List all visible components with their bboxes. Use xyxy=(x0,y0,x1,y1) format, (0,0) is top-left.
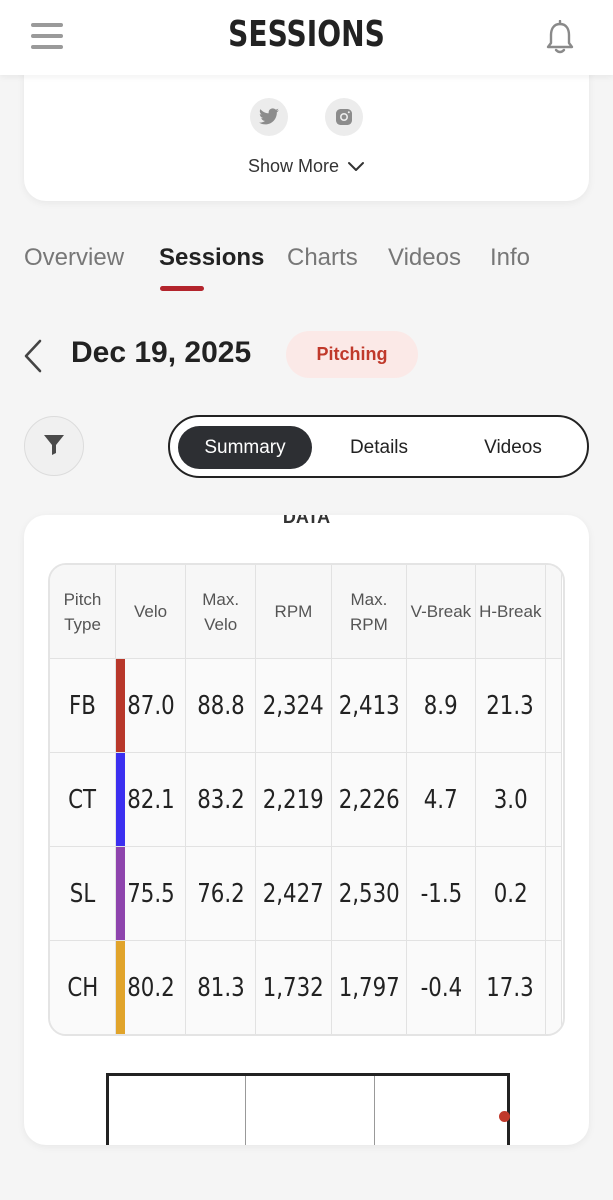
table-cell: 87.0 xyxy=(114,658,187,753)
table-cell-overflow xyxy=(544,658,563,753)
column-header-overflow xyxy=(544,565,563,659)
table-cell: 80.2 xyxy=(114,940,187,1034)
table-cell: -0.4 xyxy=(406,940,476,1034)
table-row: SL 75.5 76.2 2,427 2,530 -1.5 0.2 xyxy=(50,846,563,941)
column-header[interactable]: Velo xyxy=(114,565,187,659)
column-header[interactable]: V-Break xyxy=(406,565,476,659)
table-row: CT 82.1 83.2 2,219 2,226 4.7 3.0 xyxy=(50,752,563,847)
table-cell: 21.3 xyxy=(474,658,546,753)
pitch-color-bar xyxy=(116,847,125,940)
data-card: DATA Pitch Type Velo Max. Velo RPM Max. … xyxy=(24,515,589,1145)
show-more-button[interactable]: Show More xyxy=(24,156,589,178)
table-cell: 1,797 xyxy=(330,940,408,1034)
segment-videos[interactable]: Videos xyxy=(484,437,542,458)
table-row: FB 87.0 88.8 2,324 2,413 8.9 21.3 xyxy=(50,658,563,753)
table-cell: 0.2 xyxy=(474,846,546,941)
table-cell: 2,226 xyxy=(330,752,408,847)
filter-button[interactable] xyxy=(24,416,84,476)
table-cell: 75.5 xyxy=(114,846,187,941)
page-title: SESSIONS xyxy=(228,14,385,55)
table-cell: 2,413 xyxy=(330,658,408,753)
chart-point xyxy=(499,1111,510,1122)
column-header[interactable]: RPM xyxy=(255,565,332,659)
filter-icon xyxy=(42,432,66,461)
top-app-bar: SESSIONS xyxy=(0,0,613,75)
pitch-color-bar xyxy=(116,659,125,752)
table-cell: 8.9 xyxy=(406,658,476,753)
tab-sessions[interactable]: Sessions xyxy=(159,244,265,271)
column-header[interactable]: H-Break xyxy=(474,565,546,659)
bell-icon[interactable] xyxy=(543,19,577,56)
tab-overview[interactable]: Overview xyxy=(24,244,125,271)
pitch-chart xyxy=(106,1073,510,1145)
active-tab-indicator xyxy=(160,286,204,291)
table-cell: 83.2 xyxy=(185,752,257,847)
pitch-type-cell: CT xyxy=(50,752,116,847)
table-cell: 1,732 xyxy=(255,940,332,1034)
pitch-type-cell: SL xyxy=(50,846,116,941)
show-more-label: Show More xyxy=(247,156,340,176)
pitch-color-bar xyxy=(116,753,125,846)
pitch-table-container: Pitch Type Velo Max. Velo RPM Max. RPM V… xyxy=(48,563,565,1036)
table-cell: 2,219 xyxy=(255,752,332,847)
twitter-icon[interactable] xyxy=(250,98,288,136)
instagram-icon[interactable] xyxy=(325,98,363,136)
table-cell-overflow xyxy=(544,846,563,941)
data-heading: DATA xyxy=(282,515,331,527)
session-date: Dec 19, 2025 xyxy=(71,336,252,369)
chart-gridline xyxy=(374,1076,375,1145)
view-segmented-control: Summary Details Videos xyxy=(168,415,589,478)
table-cell: 82.1 xyxy=(114,752,187,847)
tab-charts[interactable]: Charts xyxy=(287,244,358,271)
column-header[interactable]: Pitch Type xyxy=(50,565,116,659)
session-type-badge: Pitching xyxy=(286,331,418,378)
column-header[interactable]: Max. RPM xyxy=(330,565,408,659)
table-cell: 2,530 xyxy=(330,846,408,941)
tab-info[interactable]: Info xyxy=(490,244,531,271)
table-cell: -1.5 xyxy=(406,846,476,941)
segment-summary[interactable]: Summary xyxy=(178,426,312,469)
table-cell: 81.3 xyxy=(185,940,257,1034)
menu-icon[interactable] xyxy=(31,23,63,49)
pitch-color-bar xyxy=(116,941,125,1034)
table-cell-overflow xyxy=(544,752,563,847)
table-cell: 4.7 xyxy=(406,752,476,847)
chevron-left-icon[interactable] xyxy=(20,338,46,374)
table-cell: 3.0 xyxy=(474,752,546,847)
table-cell: 17.3 xyxy=(474,940,546,1034)
tab-videos[interactable]: Videos xyxy=(388,244,461,271)
table-row: CH 80.2 81.3 1,732 1,797 -0.4 17.3 xyxy=(50,940,563,1034)
table-cell: 2,427 xyxy=(255,846,332,941)
table-cell: 88.8 xyxy=(185,658,257,753)
table-cell-overflow xyxy=(544,940,563,1034)
table-header-row: Pitch Type Velo Max. Velo RPM Max. RPM V… xyxy=(50,565,563,659)
profile-card: Show More xyxy=(24,60,589,201)
column-header[interactable]: Max. Velo xyxy=(185,565,257,659)
chevron-down-icon xyxy=(347,157,365,178)
pitch-type-cell: CH xyxy=(50,940,116,1034)
table-cell: 76.2 xyxy=(185,846,257,941)
table-cell: 2,324 xyxy=(255,658,332,753)
pitch-type-cell: FB xyxy=(50,658,116,753)
pitch-table: Pitch Type Velo Max. Velo RPM Max. RPM V… xyxy=(50,565,563,1034)
chart-gridline xyxy=(245,1076,246,1145)
segment-details[interactable]: Details xyxy=(349,437,409,458)
